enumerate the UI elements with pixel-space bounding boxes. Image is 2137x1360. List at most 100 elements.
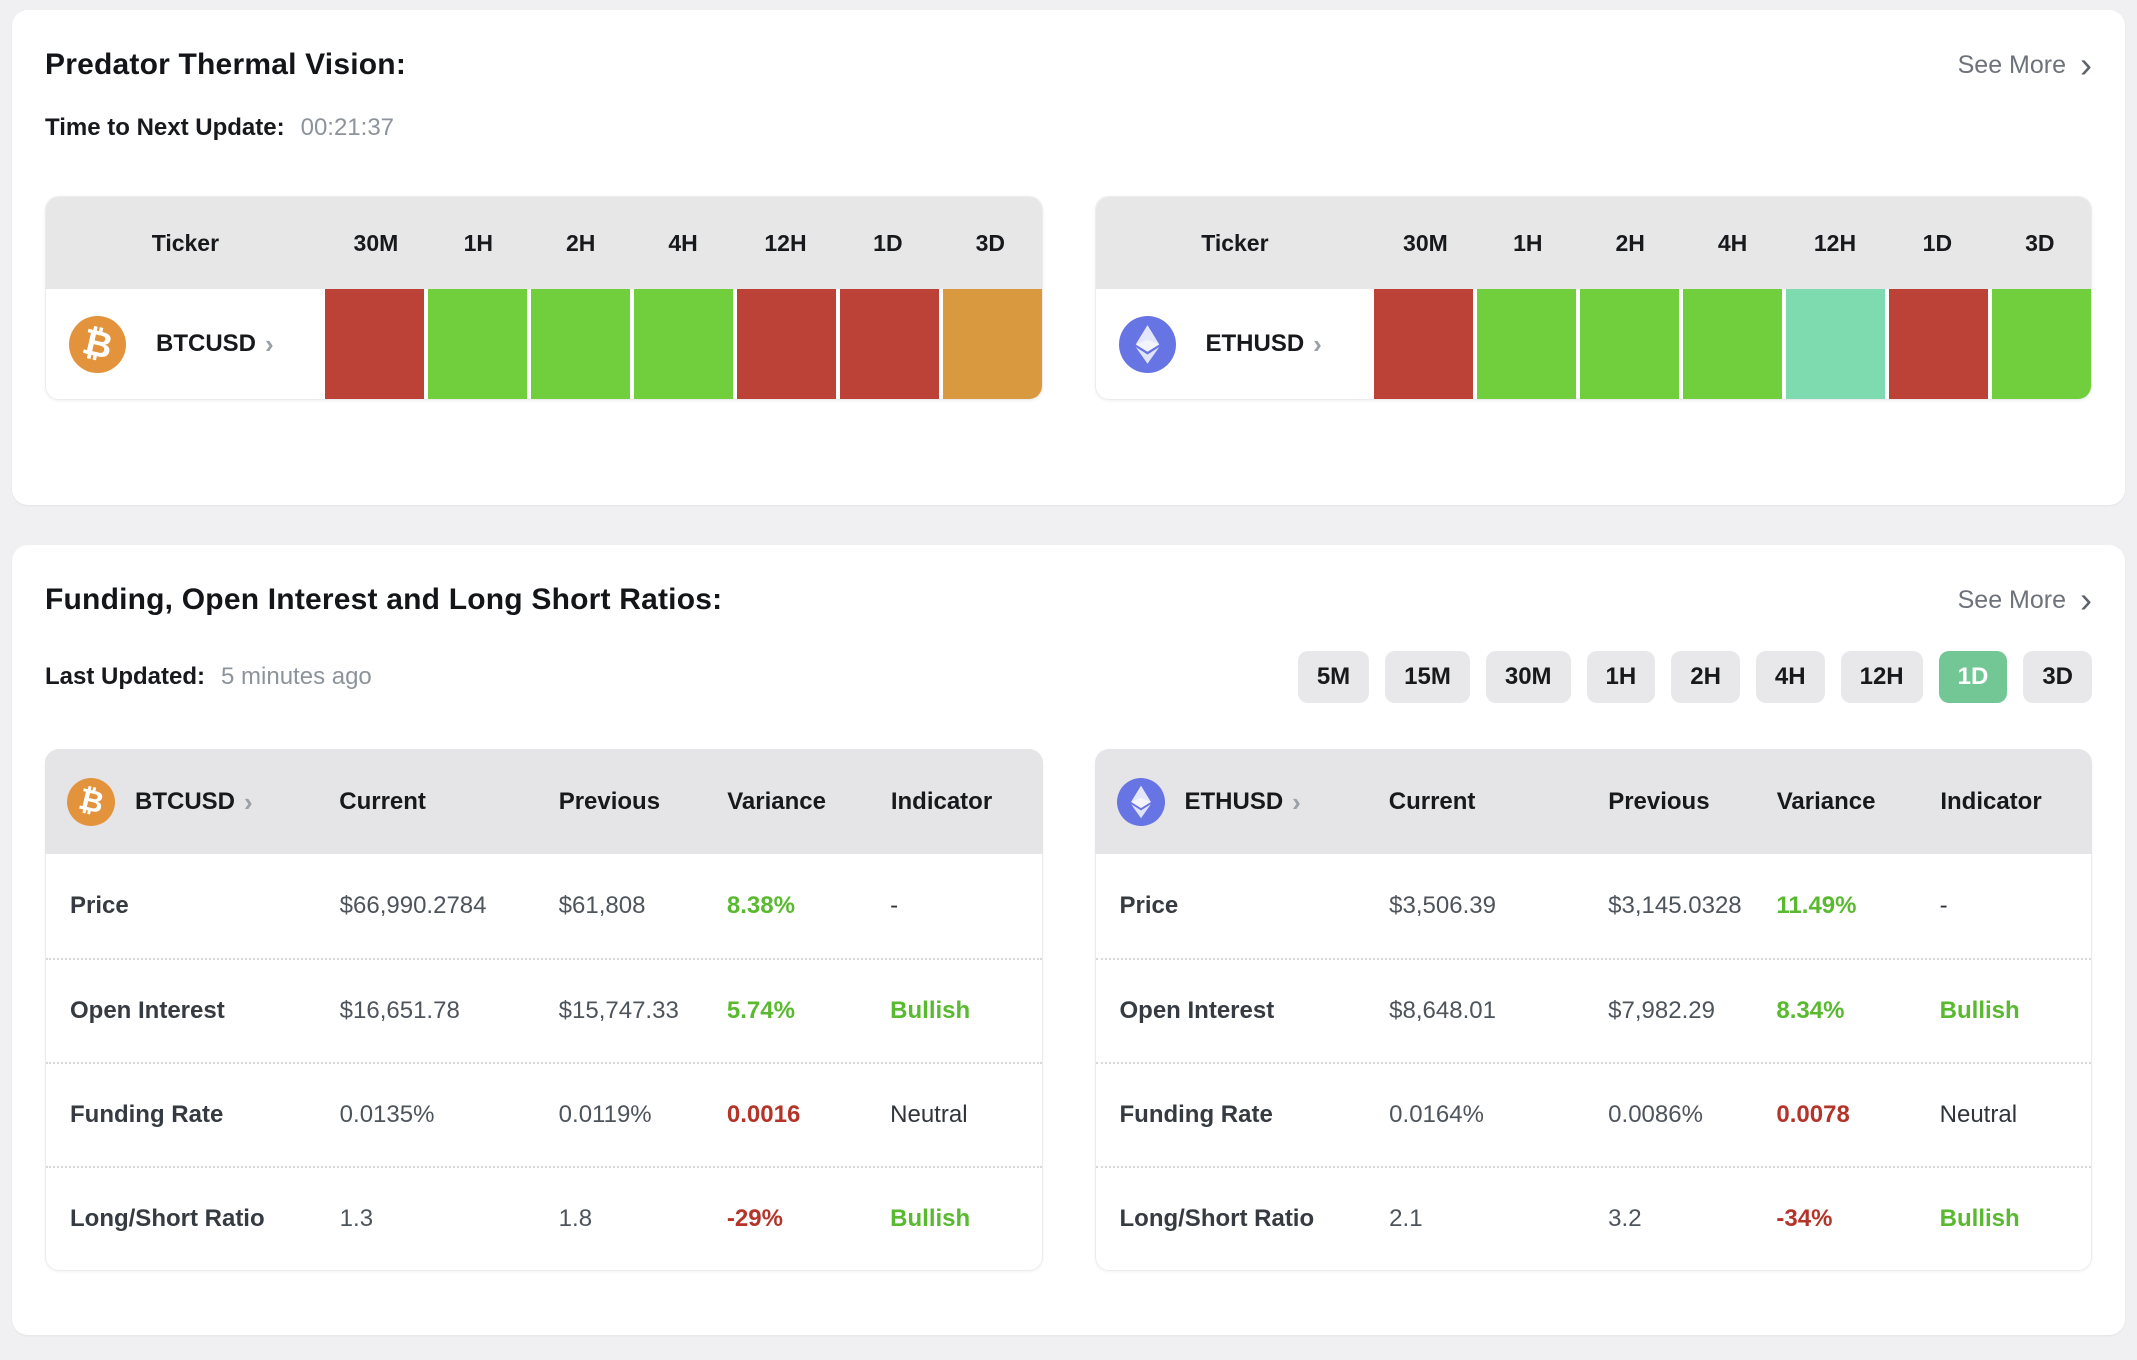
ticker-link-btcusd[interactable]: ₿ BTCUSD ›	[46, 289, 325, 399]
thermal-col-12h: 12H	[1813, 229, 1857, 256]
thermal-col-30m: 30M	[353, 229, 399, 256]
current-value: 0.0135%	[339, 1101, 435, 1128]
table-row-funding-rate: Funding Rate 0.0135% 0.0119% 0.0016 Neut…	[46, 1062, 1042, 1166]
timeframe-button-30m[interactable]: 30M	[1485, 651, 1571, 703]
indicator-value: Bullish	[890, 997, 971, 1024]
thermal-col-ticker: Ticker	[151, 229, 220, 256]
last-updated-value: 5 minutes ago	[221, 663, 372, 690]
previous-value: 3.2	[1608, 1205, 1642, 1232]
thermal-cell-3d	[938, 289, 1042, 399]
ethereum-icon	[1118, 315, 1176, 373]
col-header-indicator: Indicator	[890, 787, 993, 815]
thermal-cell-1h	[1473, 289, 1577, 399]
thermal-col-1h: 1H	[463, 229, 494, 256]
thermal-cell-2h	[1576, 289, 1680, 399]
ticker-link-btcusd[interactable]: ₿ BTCUSD ›	[45, 777, 339, 826]
indicator-value: Neutral	[890, 1101, 968, 1128]
thermal-col-4h: 4H	[1717, 229, 1748, 256]
current-value: $16,651.78	[339, 997, 460, 1024]
bitcoin-icon: ₿	[67, 777, 115, 826]
thermal-table-ethusd: Ticker 30M 1H 2H 4H 12H 1D 3D ETHUSD ›	[1094, 196, 2092, 400]
last-updated-label: Last Updated:	[45, 663, 206, 690]
next-update-countdown: 00:21:37	[300, 114, 395, 141]
previous-value: $61,808	[558, 892, 646, 919]
table-row-price: Price $66,990.2784 $61,808 8.38% -	[46, 854, 1042, 958]
row-label: Long/Short Ratio	[70, 1205, 265, 1232]
table-row-price: Price $3,506.39 $3,145.0328 11.49% -	[1096, 854, 2092, 958]
previous-value: $15,747.33	[558, 997, 679, 1024]
timeframe-button-12h[interactable]: 12H	[1840, 651, 1923, 703]
previous-value: $3,145.0328	[1608, 892, 1742, 919]
previous-value: 0.0119%	[558, 1101, 652, 1128]
indicator-value: Bullish	[1939, 997, 2020, 1024]
ticker-label: ETHUSD	[1205, 330, 1305, 357]
indicator-value: -	[1939, 892, 1948, 919]
thermal-col-2h: 2H	[566, 229, 596, 256]
thermal-cell-12h	[732, 289, 836, 399]
table-row-funding-rate: Funding Rate 0.0164% 0.0086% 0.0078 Neut…	[1095, 1062, 2091, 1166]
col-header-indicator: Indicator	[1940, 787, 2042, 815]
col-header-previous: Previous	[1608, 787, 1710, 815]
row-label: Funding Rate	[70, 1101, 224, 1128]
chevron-right-icon: ›	[2080, 43, 2092, 85]
row-label: Open Interest	[1119, 997, 1275, 1024]
col-header-variance: Variance	[1776, 787, 1876, 815]
variance-value: 0.0078	[1776, 1101, 1850, 1128]
chevron-right-icon: ›	[1292, 786, 1301, 817]
ticker-label: BTCUSD	[135, 787, 235, 815]
col-header-variance: Variance	[727, 787, 826, 815]
thermal-col-1h: 1H	[1513, 229, 1543, 256]
col-header-previous: Previous	[558, 787, 661, 815]
thermal-vision-section: Predator Thermal Vision: See More › Time…	[12, 10, 2125, 505]
ticker-link-ethusd[interactable]: ETHUSD ›	[1095, 777, 1389, 826]
chevron-right-icon: ›	[2080, 578, 2092, 620]
previous-value: $7,982.29	[1608, 997, 1715, 1024]
timeframe-button-1d[interactable]: 1D	[1938, 651, 2008, 703]
thermal-cell-1d	[1885, 289, 1989, 399]
row-label: Open Interest	[70, 997, 225, 1024]
timeframe-button-4h[interactable]: 4H	[1755, 651, 1825, 703]
thermal-section-title: Predator Thermal Vision:	[45, 48, 407, 81]
thermal-col-1d: 1D	[1922, 229, 1953, 256]
table-row-open-interest: Open Interest $16,651.78 $15,747.33 5.74…	[46, 958, 1042, 1062]
thermal-cell-2h	[526, 289, 630, 399]
previous-value: 1.8	[558, 1205, 593, 1232]
thermal-cell-4h	[629, 289, 733, 399]
thermal-col-ticker: Ticker	[1201, 229, 1269, 256]
timeframe-button-1h[interactable]: 1H	[1586, 651, 1656, 703]
timeframe-button-3d[interactable]: 3D	[2023, 651, 2092, 703]
variance-value: -34%	[1776, 1205, 1833, 1232]
col-header-current: Current	[1388, 787, 1476, 815]
see-more-label: See More	[1957, 50, 2066, 79]
row-label: Funding Rate	[1119, 1101, 1273, 1128]
thermal-col-12h: 12H	[764, 229, 807, 256]
thermal-cell-12h	[1782, 289, 1886, 399]
previous-value: 0.0086%	[1608, 1101, 1703, 1128]
timeframe-button-5m[interactable]: 5M	[1297, 651, 1370, 703]
current-value: 2.1	[1389, 1205, 1423, 1232]
bitcoin-icon: ₿	[69, 315, 126, 373]
ticker-link-ethusd[interactable]: ETHUSD ›	[1095, 289, 1375, 399]
variance-value: 8.38%	[726, 892, 795, 919]
thermal-cell-1d	[835, 289, 939, 399]
thermal-cell-1h	[423, 289, 527, 399]
thermal-see-more-link[interactable]: See More ›	[1957, 43, 2092, 85]
thermal-cell-4h	[1679, 289, 1783, 399]
chevron-right-icon: ›	[1313, 329, 1322, 359]
indicator-value: Neutral	[1939, 1101, 2018, 1128]
thermal-cell-3d	[1988, 289, 2092, 399]
funding-section-title: Funding, Open Interest and Long Short Ra…	[45, 583, 723, 616]
timeframe-button-15m[interactable]: 15M	[1385, 651, 1470, 703]
current-value: $3,506.39	[1389, 892, 1496, 919]
thermal-cell-30m	[324, 289, 424, 399]
chevron-right-icon: ›	[265, 329, 274, 359]
funding-see-more-link[interactable]: See More ›	[1958, 578, 2092, 620]
variance-value: 5.74%	[726, 997, 795, 1024]
row-label: Long/Short Ratio	[1119, 1205, 1315, 1232]
timeframe-button-2h[interactable]: 2H	[1671, 651, 1740, 703]
variance-value: 11.49%	[1776, 892, 1857, 919]
row-label: Price	[70, 892, 129, 919]
thermal-col-3d: 3D	[975, 229, 1005, 256]
thermal-cell-30m	[1374, 289, 1474, 399]
funding-table-ethusd: ETHUSD › Current Previous Variance Indic…	[1094, 749, 2092, 1271]
